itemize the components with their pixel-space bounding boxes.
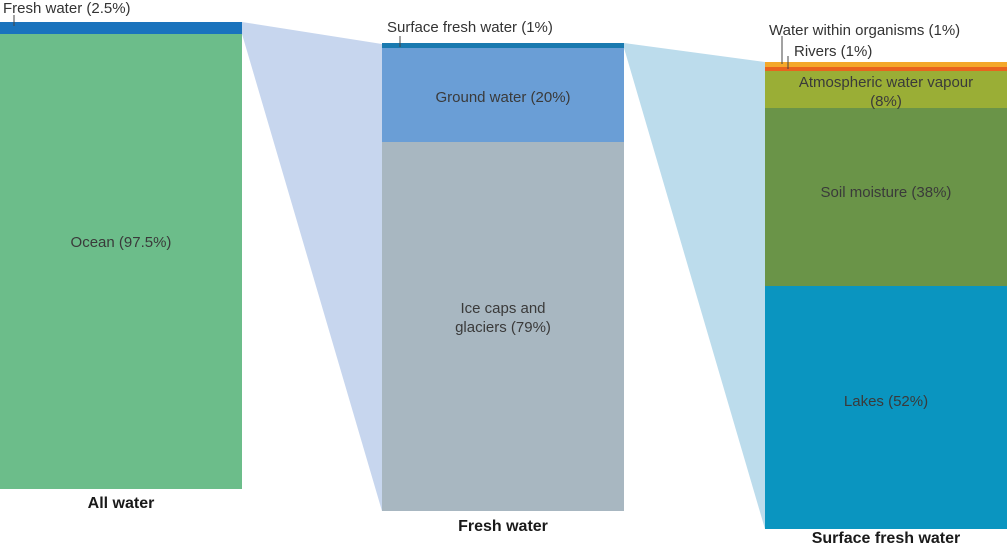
column-all-water: Fresh water (2.5%) Ocean (97.5%) All wat… <box>0 0 242 512</box>
label-fresh-water: Fresh water (2.5%) <box>3 0 131 17</box>
label-atmospheric-line-2: (8%) <box>870 93 902 110</box>
label-ground-water: Ground water (20%) <box>435 89 570 106</box>
segment-rivers <box>765 67 1007 71</box>
segment-soil-moisture <box>765 108 1007 286</box>
label-water-within-organisms: Water within organisms (1%) <box>769 22 960 39</box>
label-rivers: Rivers (1%) <box>794 43 872 60</box>
segment-ice-caps-glaciers <box>382 142 624 511</box>
connector-fresh-water <box>242 22 382 511</box>
connector-surface-fresh-water <box>624 43 765 529</box>
segment-surface-fresh-water <box>382 43 624 48</box>
label-surface-fresh-water: Surface fresh water (1%) <box>387 19 553 36</box>
segment-atmospheric-water-vapour <box>765 71 1007 108</box>
segment-lakes <box>765 286 1007 529</box>
label-ocean: Ocean (97.5%) <box>71 234 172 251</box>
title-all-water: All water <box>88 495 155 512</box>
segment-fresh-water <box>0 22 242 34</box>
label-ice-caps-line-1: Ice caps and <box>460 300 545 317</box>
label-lakes: Lakes (52%) <box>844 393 928 410</box>
column-surface-fresh-water: Water within organisms (1%) Rivers (1%) … <box>765 22 1007 547</box>
title-surface-fresh-water: Surface fresh water <box>812 530 961 547</box>
segment-ocean <box>0 34 242 489</box>
column-fresh-water: Surface fresh water (1%) Ground water (2… <box>382 19 624 535</box>
label-ice-caps-line-2: glaciers (79%) <box>455 319 551 336</box>
segment-ground-water <box>382 48 624 142</box>
label-atmospheric-line-1: Atmospheric water vapour <box>799 74 973 91</box>
label-soil-moisture: Soil moisture (38%) <box>821 184 952 201</box>
title-fresh-water: Fresh water <box>458 518 548 535</box>
segment-water-within-organisms <box>765 62 1007 67</box>
